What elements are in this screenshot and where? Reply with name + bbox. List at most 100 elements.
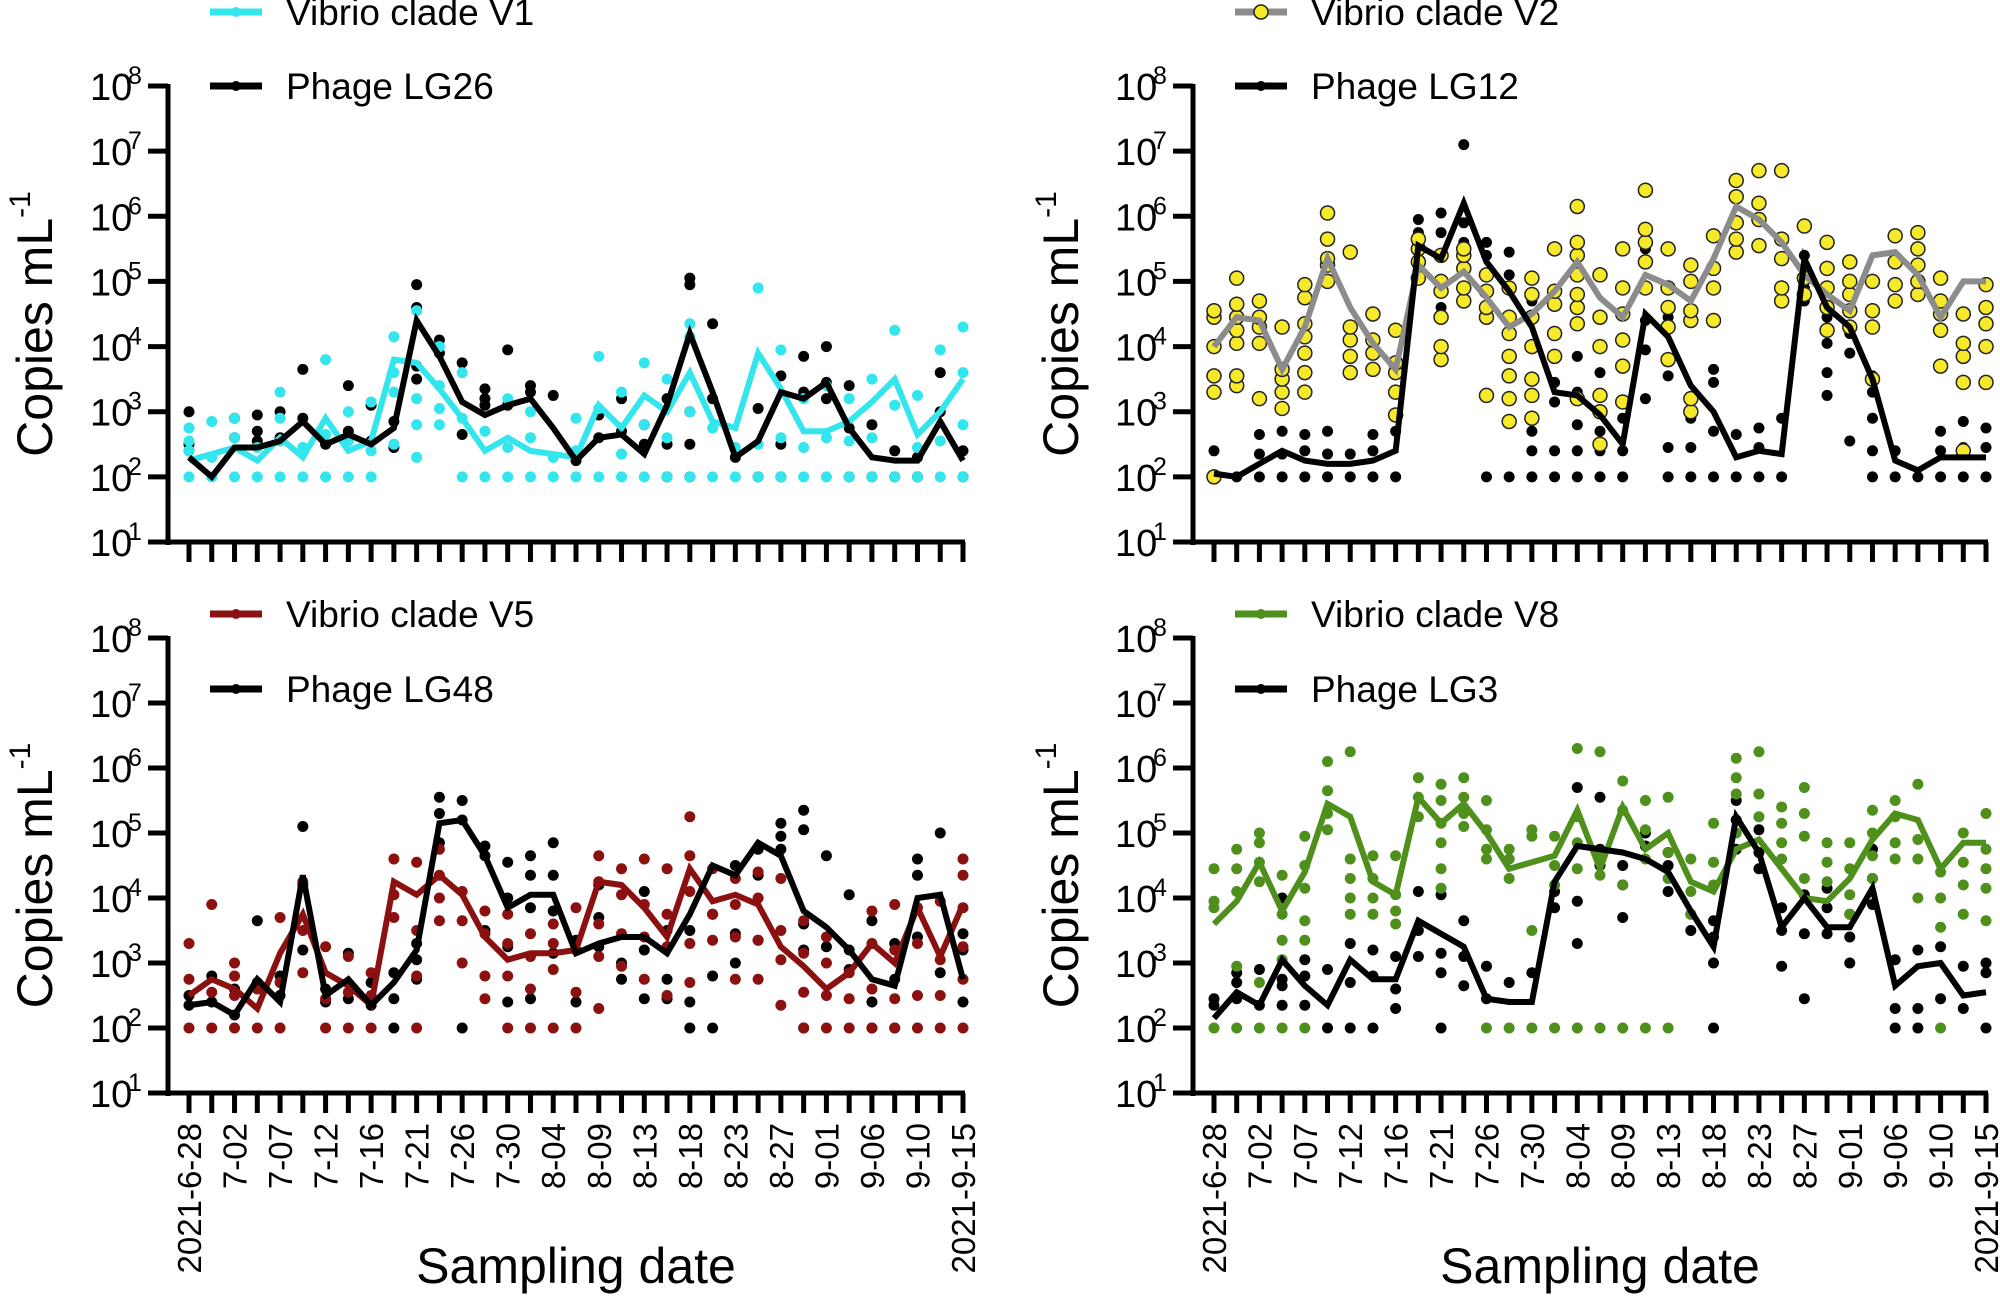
data-point [1435,863,1447,875]
data-point [1844,435,1856,447]
data-point [1549,830,1561,842]
data-point [934,471,946,483]
data-point [911,853,923,865]
data-point [365,396,377,408]
data-point [1957,471,1969,483]
data-point [1935,921,1947,933]
data-point [1887,228,1903,244]
data-point [1501,348,1517,365]
data-point [820,471,832,483]
data-point [1322,824,1334,836]
data-point [229,957,241,969]
data-point [1458,980,1470,992]
data-point [1798,993,1810,1005]
data-point [229,1022,241,1034]
y-tick-label: 10 [90,1009,132,1051]
data-point [1639,824,1651,836]
data-point [183,973,195,985]
data-point [456,795,468,806]
data-point [1231,977,1243,988]
data-point [1571,938,1583,949]
data-point [1708,425,1720,437]
data-point [1955,306,1972,322]
x-tick-label: 7-12 [308,1123,345,1189]
data-point [1344,873,1356,884]
data-point [456,429,468,441]
data-point [1297,384,1313,400]
data-point [1887,293,1903,309]
data-point [1683,257,1699,273]
y-tick-label: 10 [1115,328,1157,370]
data-point [274,1022,286,1034]
data-point [1435,882,1447,894]
data-point [479,905,491,917]
data-point [1524,371,1540,387]
data-point [1935,471,1947,483]
data-point [1297,364,1313,381]
x-tick-label: 8-18 [1696,1123,1733,1189]
data-point [1253,448,1265,460]
data-point [1708,363,1720,375]
data-point [524,983,536,995]
data-point [798,824,810,836]
data-point [843,380,855,392]
data-point [1798,830,1810,842]
data-point [957,941,969,953]
y-tick-label: 10 [1115,1009,1157,1051]
data-point [1617,775,1629,787]
data-point [1367,944,1379,956]
data-point [1390,951,1402,962]
y-tick-exponent: 7 [1153,679,1167,707]
data-point [1208,1022,1220,1034]
data-point [1662,370,1674,382]
data-point [820,393,832,405]
data-point [638,886,650,897]
data-point [1957,879,1969,891]
legend-item: Phage LG48 [210,669,494,710]
data-point [1798,808,1810,819]
data-point [1639,1022,1651,1034]
data-point [661,990,673,1001]
y-tick-label: 10 [1115,262,1157,304]
data-point [1955,374,1972,391]
data-point [570,471,582,483]
data-point [570,412,582,424]
y-tick-label: 10 [1115,879,1157,921]
data-point [1456,241,1472,257]
data-point [1526,445,1538,457]
data-point [1524,286,1540,303]
data-point [1683,390,1699,407]
data-point [798,915,810,927]
data-point [229,412,241,424]
data-point [957,869,969,881]
data-point [1773,293,1790,309]
data-point [1821,928,1833,940]
data-point [1728,244,1744,260]
data-point [1367,850,1379,862]
legend-label: Phage LG26 [286,66,494,107]
data-point [1435,947,1447,959]
data-point [638,944,650,956]
y-axis-title-exponent: -1 [4,743,37,770]
data-point [1253,837,1265,849]
data-point [479,993,491,1005]
data-point [798,986,810,998]
x-tick-label: 7-07 [1287,1123,1324,1189]
data-point [502,856,514,868]
data-point [570,996,582,1008]
data-point [388,1022,400,1034]
data-point [684,318,696,330]
data-point [1571,350,1583,362]
data-point [1503,269,1515,281]
legend-swatch-marker [231,81,241,91]
data-point [502,1022,514,1034]
data-point [1685,471,1697,483]
data-point [866,905,878,917]
data-point [183,1022,195,1034]
data-point [524,386,536,398]
data-point [775,954,787,966]
data-point [684,1022,696,1034]
data-point [1773,280,1790,296]
legend-label: Vibrio clade V8 [1311,594,1559,635]
